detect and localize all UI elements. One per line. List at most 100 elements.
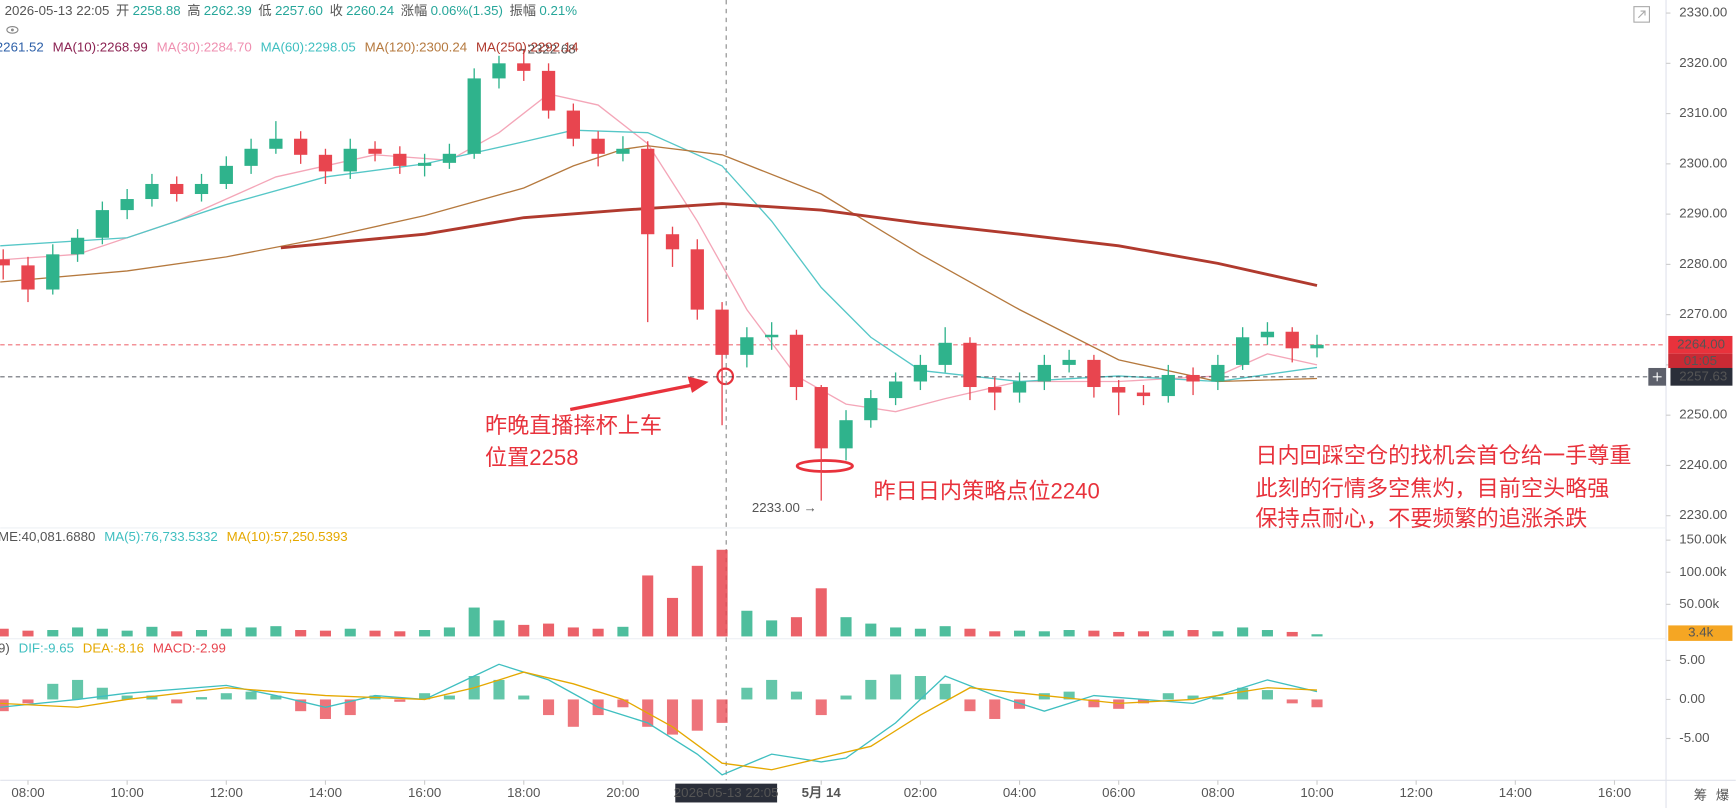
- dea-line: [0, 671, 1318, 771]
- candle-body: [616, 148, 630, 154]
- candle-body: [1136, 392, 1151, 397]
- macd-bar: [220, 693, 232, 700]
- macd-bar: [964, 699, 976, 712]
- ma-line: [0, 129, 1318, 383]
- price-box-label: 2257.63: [1679, 368, 1727, 383]
- volume-bar: [989, 631, 1001, 637]
- annotation: 此刻的行情多空焦灼，目前空头略强: [1255, 476, 1609, 501]
- candle-body: [0, 259, 10, 266]
- macd-bar: [96, 687, 108, 700]
- volume-bar: [666, 597, 679, 637]
- macd-bar: [865, 679, 877, 700]
- volume-bar: [468, 607, 480, 637]
- legend-item: DEA:-8.16: [83, 640, 144, 655]
- volume-bar: [741, 610, 753, 637]
- highlight-circle: [795, 459, 854, 473]
- crosshair-label: 2026-05-13 22:05: [674, 785, 779, 800]
- y-tick-label: 2320.00: [1679, 55, 1727, 70]
- macd-bar: [914, 676, 926, 700]
- candle-body: [641, 148, 655, 235]
- volume-bar: [1237, 627, 1249, 637]
- candle-body: [1310, 344, 1324, 349]
- macd-bar: [419, 693, 431, 700]
- candle-body: [244, 148, 258, 166]
- annotation: 昨日日内策略点位2240: [874, 478, 1100, 503]
- candle-body: [665, 234, 680, 250]
- candle-body: [690, 249, 704, 310]
- macd-bar: [1113, 699, 1125, 709]
- candle-body: [1211, 364, 1225, 382]
- corner-label[interactable]: 筹: [1694, 786, 1707, 802]
- macd-bar: [344, 699, 356, 716]
- x-tick-label: 02:00: [904, 785, 937, 800]
- volume-bar: [543, 623, 555, 637]
- add-button[interactable]: [1648, 367, 1667, 386]
- legend-item: MACD:-2.99: [153, 640, 226, 655]
- candle-body: [269, 138, 283, 149]
- candle-body: [1012, 381, 1027, 393]
- macd-bar: [666, 699, 679, 735]
- high-label: 2322.68: [528, 41, 576, 56]
- volume-bar: [642, 575, 654, 637]
- volume-bar: [1187, 630, 1199, 637]
- volume-bar: [518, 624, 530, 637]
- candle-body: [417, 162, 432, 166]
- header-field-label: 振幅: [510, 3, 537, 18]
- volume-bar: [716, 549, 728, 637]
- y-tick-label: -5.00: [1679, 730, 1709, 745]
- volume-bar: [493, 620, 505, 637]
- macd-bar: [567, 699, 579, 727]
- volume-bar: [1014, 630, 1026, 637]
- header-field-label: 高: [187, 2, 200, 18]
- candle-body: [864, 398, 878, 421]
- legend-item: MA(120):2300.24: [365, 39, 468, 54]
- candle-body: [1062, 359, 1076, 365]
- candle-body: [294, 138, 308, 155]
- macd-bar: [815, 699, 827, 716]
- candle-body: [21, 265, 35, 290]
- eye-icon[interactable]: [6, 26, 19, 34]
- candle-body: [46, 254, 60, 290]
- x-tick-label: 12:00: [210, 785, 243, 800]
- ma-line: [280, 202, 1318, 287]
- macd-bar: [394, 699, 406, 702]
- candle-body: [1161, 374, 1175, 397]
- y-tick-label: 100.00k: [1679, 564, 1727, 579]
- volume-bar: [567, 627, 579, 637]
- candle-body: [715, 309, 729, 355]
- macd-bar: [1237, 687, 1249, 700]
- macd-bar: [741, 687, 753, 700]
- volume-bar: [121, 630, 133, 637]
- candle-body: [839, 420, 853, 449]
- expand-icon[interactable]: [1633, 6, 1650, 23]
- y-tick-label: 2250.00: [1679, 407, 1727, 422]
- legend-item: ME:40,081.6880: [0, 528, 95, 543]
- volume-bar: [1261, 630, 1273, 637]
- volume-bar: [220, 628, 232, 637]
- macd-bar: [1063, 691, 1075, 700]
- candle-body: [492, 63, 506, 79]
- volume-bar: [617, 626, 629, 637]
- x-tick-label: 20:00: [606, 785, 639, 800]
- volume-box-label: 3.4k: [1688, 625, 1713, 640]
- header-field-value: 2260.24: [346, 3, 394, 18]
- corner-label[interactable]: 爆: [1716, 787, 1729, 802]
- volume-bar: [1212, 631, 1224, 637]
- volume-bar: [1137, 631, 1150, 637]
- candle-body: [318, 154, 333, 172]
- header-field-value: 0.21%: [539, 3, 577, 18]
- candle-body: [219, 165, 233, 184]
- x-tick-label: 14:00: [309, 785, 342, 800]
- candle-body: [467, 78, 481, 154]
- volume-bar: [1286, 631, 1298, 637]
- macd-bar: [245, 691, 257, 700]
- legend-item: MA(60):2298.05: [261, 39, 356, 54]
- macd-bar: [47, 683, 59, 700]
- macd-bar: [171, 699, 183, 704]
- ma-line: [0, 145, 1318, 383]
- macd-bar: [146, 695, 158, 700]
- volume-bar: [0, 628, 9, 637]
- header-field-value: 0.06%(1.35): [431, 3, 503, 18]
- macd-bar: [1286, 699, 1298, 704]
- macd-bar: [1088, 699, 1100, 708]
